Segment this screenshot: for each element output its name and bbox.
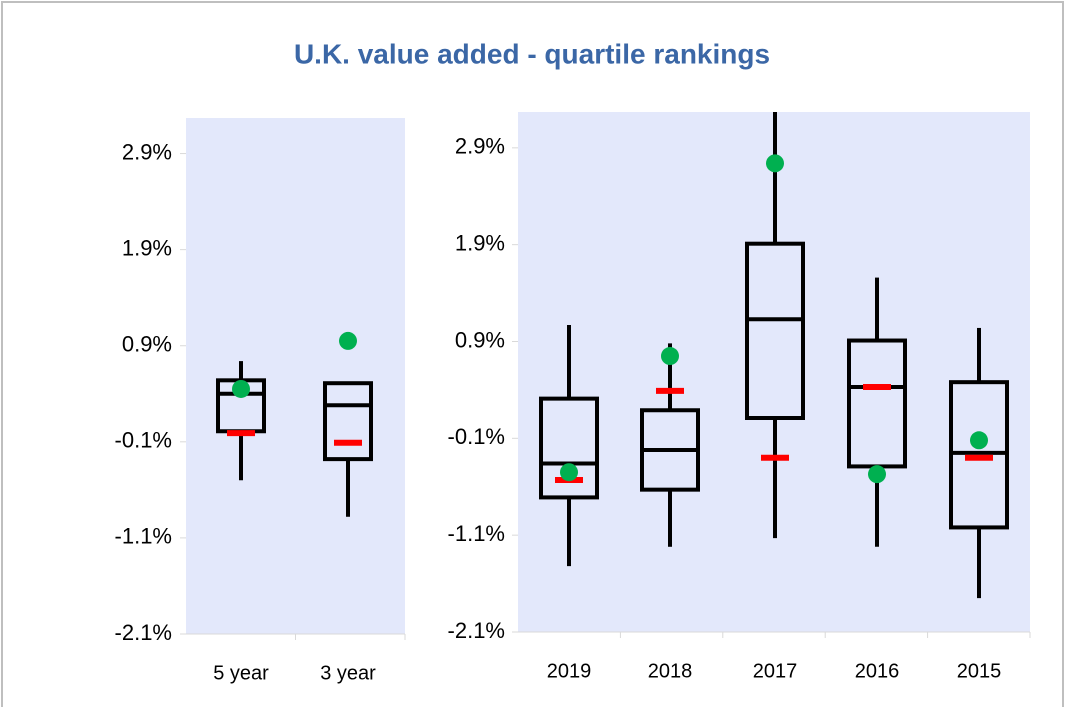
dot-marker [766, 154, 784, 173]
x-tick-label: 2016 [855, 660, 900, 682]
y-tick-label: 2.9% [122, 139, 172, 164]
dot-marker [868, 465, 886, 484]
y-tick-label: 0.9% [455, 327, 505, 352]
y-tick-label: -1.1% [115, 524, 172, 549]
y-tick-label: -1.1% [448, 521, 505, 546]
boxes [216, 331, 373, 517]
y-tick-label: 0.9% [122, 332, 172, 357]
dot-marker [970, 431, 988, 450]
x-tick-label: 3 year [320, 662, 376, 684]
x-tick-label: 2019 [547, 660, 592, 682]
dot-marker [339, 331, 357, 350]
y-tick-label: -0.1% [115, 428, 172, 453]
box [745, 241, 805, 420]
dot-marker [661, 347, 679, 366]
box [539, 396, 599, 500]
boxes [539, 112, 1009, 599]
y-tick-label: 1.9% [122, 235, 172, 260]
plot-area [186, 118, 405, 634]
box [323, 381, 373, 462]
x-tick-label: 2017 [753, 660, 798, 682]
dot-marker [560, 463, 578, 482]
dot-marker [232, 379, 250, 398]
y-tick-label: 1.9% [455, 230, 505, 255]
y-tick-label: -2.1% [115, 620, 172, 645]
y-tick-label: -0.1% [448, 424, 505, 449]
y-tick-label: -2.1% [448, 618, 505, 643]
x-tick-label: 5 year [213, 662, 269, 684]
x-tick-label: 2015 [957, 660, 1002, 682]
chart-title: U.K. value added - quartile rankings [294, 38, 770, 69]
y-tick-label: 2.9% [455, 134, 505, 159]
x-tick-label: 2018 [648, 660, 693, 682]
